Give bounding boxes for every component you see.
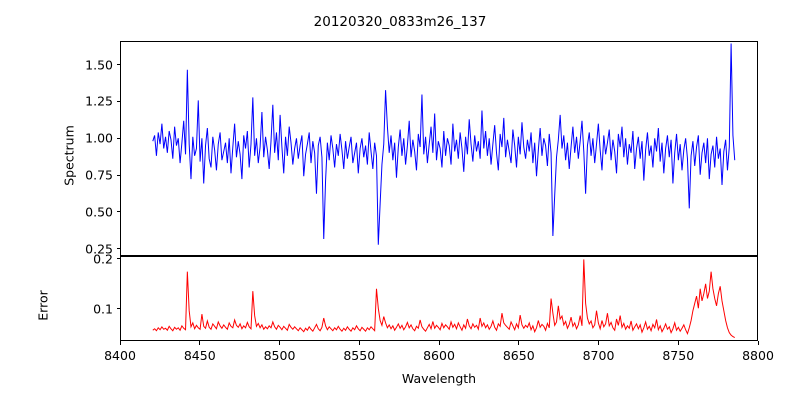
spectrum-plot-area: [120, 41, 758, 256]
wavelength-x-tick: [358, 341, 360, 345]
wavelength-x-tick-label: 8600: [423, 348, 455, 363]
spectrum-trace: [152, 43, 736, 245]
wavelength-x-tick: [438, 341, 440, 345]
wavelength-x-tick-label: 8800: [742, 348, 774, 363]
spectrum-y-tick: [116, 137, 120, 139]
wavelength-x-tick: [199, 341, 201, 345]
page-title: 20120320_0833m26_137: [313, 14, 487, 30]
spectrum-y-tick-label: 0.75: [85, 167, 113, 183]
spectrum-y-tick: [116, 64, 120, 66]
error-axis-label: Error: [35, 290, 51, 321]
wavelength-x-tick-label: 8400: [104, 348, 136, 363]
wavelength-x-tick: [119, 341, 121, 345]
spectrum-y-tick: [116, 248, 120, 250]
wavelength-x-tick: [518, 341, 520, 345]
wavelength-x-tick-label: 8450: [183, 348, 216, 363]
spectrum-y-tick-label: 1.25: [85, 93, 113, 109]
wavelength-axis-label: Wavelength: [401, 371, 477, 386]
wavelength-x-tick: [598, 341, 600, 345]
wavelength-x-tick-label: 8750: [662, 348, 695, 363]
spectrum-series-line: [152, 43, 736, 245]
error-series-line: [152, 259, 735, 338]
wavelength-x-tick-label: 8500: [263, 348, 296, 363]
error-trace: [152, 259, 735, 338]
spectrum-y-tick: [116, 174, 120, 176]
wavelength-x-tick: [757, 341, 759, 345]
wavelength-x-tick-label: 8550: [343, 348, 376, 363]
spectrum-y-tick-label: 1.00: [85, 130, 113, 146]
error-plot-area: [120, 256, 758, 341]
wavelength-x-tick: [677, 341, 679, 345]
error-y-tick: [116, 308, 120, 310]
spectrum-axis-label: Spectrum: [61, 125, 77, 186]
spectrum-y-tick: [116, 100, 120, 102]
error-y-tick-label: 0.1: [93, 301, 113, 316]
error-y-tick-label: 0.2: [93, 251, 113, 266]
wavelength-x-tick: [279, 341, 281, 345]
spectrum-y-tick-label: 1.50: [85, 57, 113, 73]
wavelength-x-tick-label: 8650: [502, 348, 535, 363]
spectrum-y-tick-label: 0.50: [85, 204, 113, 220]
spectrum-y-tick-label: 0.25: [85, 241, 113, 257]
spectrum-y-tick: [116, 211, 120, 213]
error-y-tick: [116, 258, 120, 260]
wavelength-x-tick-label: 8700: [582, 348, 615, 363]
